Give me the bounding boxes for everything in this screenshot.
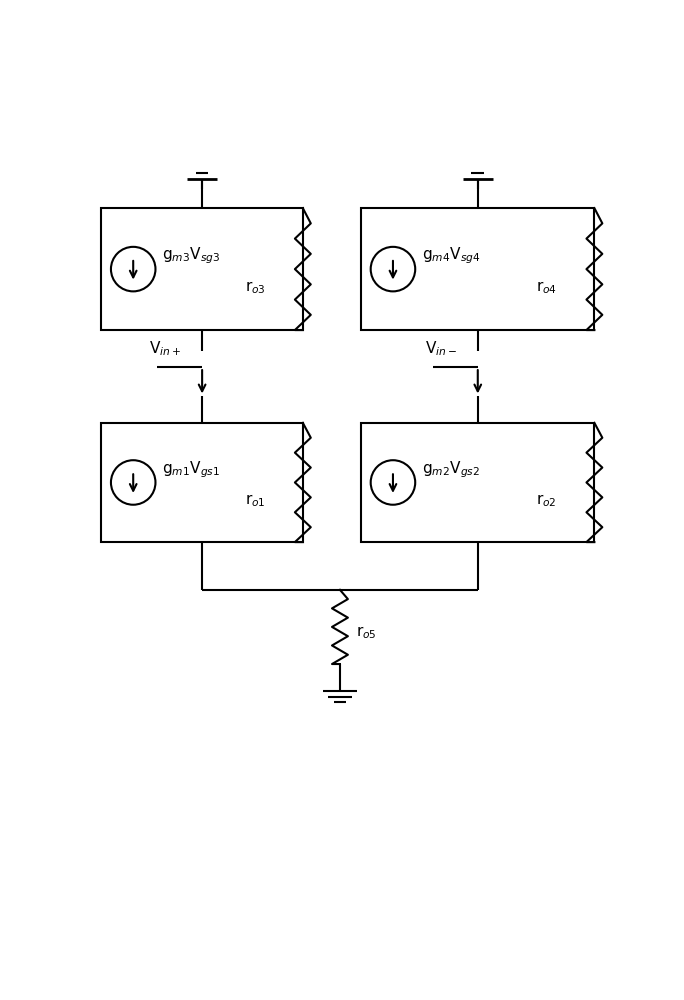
Text: V$_{in-}$: V$_{in-}$ bbox=[425, 339, 457, 358]
Bar bbox=[101, 208, 303, 330]
Text: r$_{o3}$: r$_{o3}$ bbox=[245, 279, 265, 296]
Text: V$_{in+}$: V$_{in+}$ bbox=[149, 339, 181, 358]
Text: g$_{m1}$V$_{gs1}$: g$_{m1}$V$_{gs1}$ bbox=[162, 459, 220, 480]
Bar bbox=[101, 423, 303, 542]
Bar bbox=[361, 208, 594, 330]
Text: r$_{o2}$: r$_{o2}$ bbox=[536, 493, 557, 509]
Text: g$_{m3}$V$_{sg3}$: g$_{m3}$V$_{sg3}$ bbox=[162, 246, 221, 266]
Text: r$_{o5}$: r$_{o5}$ bbox=[356, 624, 377, 641]
Text: r$_{o1}$: r$_{o1}$ bbox=[245, 493, 265, 509]
Bar bbox=[361, 423, 594, 542]
Text: g$_{m2}$V$_{gs2}$: g$_{m2}$V$_{gs2}$ bbox=[422, 459, 480, 480]
Text: g$_{m4}$V$_{sg4}$: g$_{m4}$V$_{sg4}$ bbox=[422, 246, 481, 266]
Text: r$_{o4}$: r$_{o4}$ bbox=[536, 279, 557, 296]
